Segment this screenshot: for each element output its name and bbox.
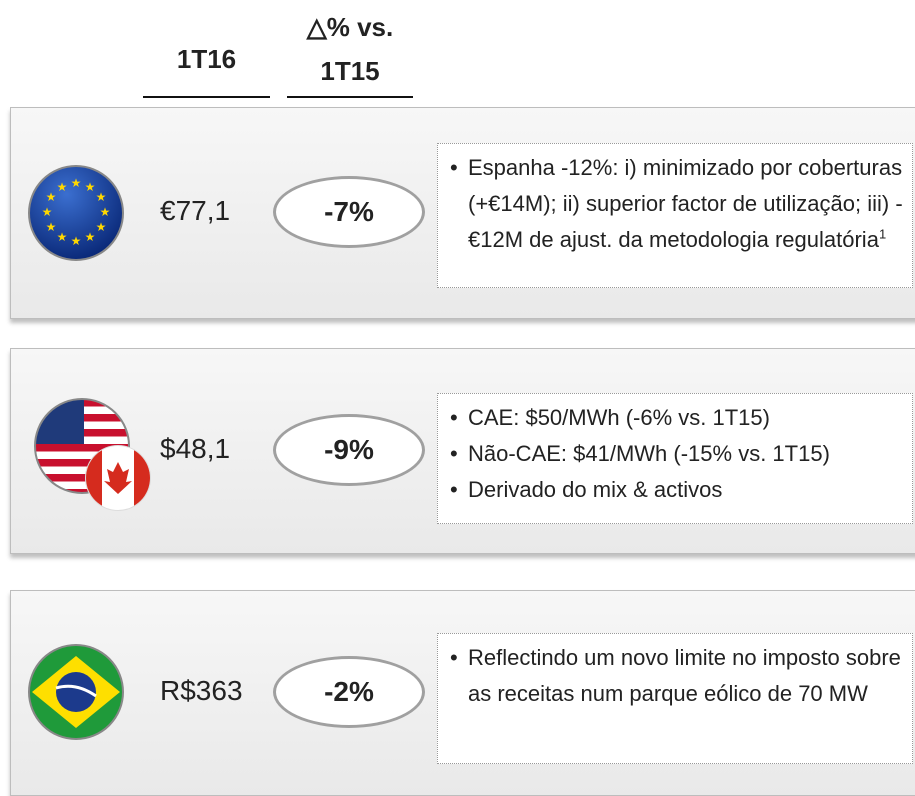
header-rule [287,96,413,98]
bullet-text: Não-CAE: $41/MWh (-15% vs. 1T15) [468,441,830,466]
svg-text:★: ★ [96,190,107,204]
svg-text:★: ★ [46,190,57,204]
svg-text:★: ★ [71,176,82,190]
comment-box: Espanha -12%: i) minimizado por cobertur… [437,143,913,288]
column-header: 1T16 [176,44,237,74]
bullet: CAE: $50/MWh (-6% vs. 1T15) [450,400,904,436]
bullet: Espanha -12%: i) minimizado por cobertur… [450,150,904,258]
column-header: △% vs. [306,12,394,42]
brazil-flag [28,644,124,740]
svg-text:★: ★ [46,220,57,234]
value: €77,1 [160,195,231,226]
change-ellipse: -7% [273,176,425,248]
svg-text:★: ★ [71,234,82,248]
bullet-text: CAE: $50/MWh (-6% vs. 1T15) [468,405,770,430]
svg-text:★: ★ [96,220,107,234]
svg-text:★: ★ [57,180,68,194]
bullet: Reflectindo um novo limite no imposto so… [450,640,904,712]
svg-text:★: ★ [42,205,53,219]
bullet: Derivado do mix & activos [450,472,904,508]
bullet-text: Reflectindo um novo limite no imposto so… [468,645,901,706]
svg-text:★: ★ [85,180,96,194]
comment-box: CAE: $50/MWh (-6% vs. 1T15) Não-CAE: $41/… [437,393,913,524]
bullet-text: Derivado do mix & activos [468,477,723,502]
us-canada-flags [34,398,151,511]
change-ellipse: -2% [273,656,425,728]
column-header: 1T15 [320,56,380,86]
svg-text:★: ★ [100,205,111,219]
value: $48,1 [160,433,231,464]
svg-text:★: ★ [57,230,68,244]
change-ellipse: -9% [273,414,425,486]
comment-box: Reflectindo um novo limite no imposto so… [437,633,913,764]
bullet-text: Espanha -12%: i) minimizado por cobertur… [468,155,903,252]
bullet: Não-CAE: $41/MWh (-15% vs. 1T15) [450,436,904,472]
eu-flag: ★ ★★★★★★★★★★★ [28,165,124,261]
footnote-ref: 1 [878,226,887,242]
value: R$363 [160,675,243,706]
header-rule [143,96,270,98]
svg-text:★: ★ [85,230,96,244]
